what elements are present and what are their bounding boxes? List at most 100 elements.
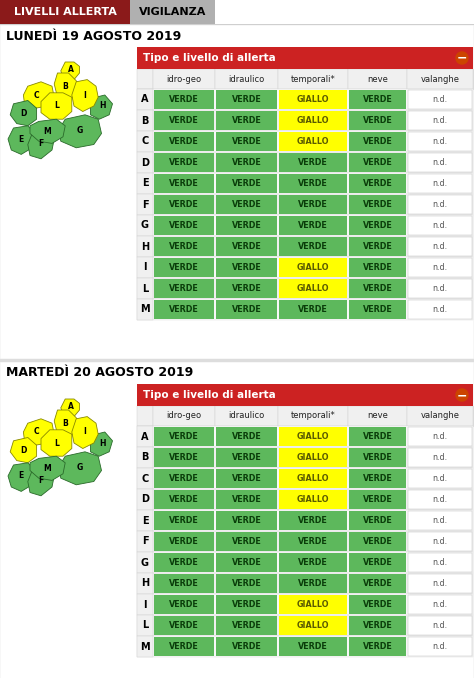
Bar: [154, 532, 214, 551]
Bar: [409, 279, 472, 298]
Bar: [217, 174, 277, 193]
Text: A: A: [68, 402, 73, 411]
Text: VERDE: VERDE: [169, 516, 199, 525]
Text: G: G: [76, 125, 82, 135]
Polygon shape: [23, 419, 54, 445]
Text: VERDE: VERDE: [363, 495, 392, 504]
Text: VERDE: VERDE: [363, 305, 392, 314]
Text: VERDE: VERDE: [232, 137, 262, 146]
Bar: [154, 637, 214, 656]
Bar: [137, 615, 153, 636]
Text: idro-geo: idro-geo: [167, 412, 202, 420]
Text: n.d.: n.d.: [433, 642, 448, 651]
Bar: [217, 532, 277, 551]
Bar: [349, 153, 406, 172]
Bar: [137, 573, 473, 594]
Bar: [154, 279, 214, 298]
Text: GIALLO: GIALLO: [297, 263, 329, 272]
Bar: [349, 279, 406, 298]
Text: n.d.: n.d.: [433, 474, 448, 483]
Text: GIALLO: GIALLO: [297, 284, 329, 293]
Bar: [154, 90, 214, 109]
Text: n.d.: n.d.: [433, 558, 448, 567]
Text: n.d.: n.d.: [433, 95, 448, 104]
Bar: [0, 47, 135, 359]
Bar: [409, 448, 472, 467]
Polygon shape: [23, 82, 54, 108]
Bar: [130, 0, 215, 24]
Text: VERDE: VERDE: [298, 558, 328, 567]
Text: n.d.: n.d.: [433, 221, 448, 230]
Bar: [279, 448, 347, 467]
Text: VERDE: VERDE: [169, 263, 199, 272]
Bar: [349, 532, 406, 551]
Bar: [137, 615, 473, 636]
Text: n.d.: n.d.: [433, 200, 448, 209]
Text: G: G: [141, 220, 149, 231]
Bar: [137, 173, 153, 194]
Polygon shape: [28, 467, 54, 496]
Bar: [349, 258, 406, 277]
Text: M: M: [140, 641, 150, 652]
Polygon shape: [72, 416, 98, 449]
Bar: [409, 111, 472, 130]
Bar: [0, 25, 474, 359]
Bar: [279, 427, 347, 446]
Bar: [409, 300, 472, 319]
Text: H: H: [141, 241, 149, 252]
Bar: [154, 153, 214, 172]
Text: H: H: [141, 578, 149, 589]
Bar: [217, 300, 277, 319]
Text: M: M: [44, 127, 52, 136]
Bar: [279, 132, 347, 151]
Polygon shape: [61, 399, 80, 419]
Bar: [137, 552, 473, 573]
Bar: [137, 69, 153, 89]
Text: E: E: [18, 471, 24, 481]
Bar: [154, 574, 214, 593]
Text: VERDE: VERDE: [363, 579, 392, 588]
Bar: [349, 216, 406, 235]
Text: VERDE: VERDE: [298, 179, 328, 188]
Bar: [215, 406, 278, 426]
Bar: [348, 69, 407, 89]
Text: C: C: [34, 90, 39, 100]
Text: VERDE: VERDE: [232, 305, 262, 314]
Bar: [217, 448, 277, 467]
Bar: [137, 257, 153, 278]
Bar: [349, 174, 406, 193]
Text: VERDE: VERDE: [169, 221, 199, 230]
Bar: [154, 195, 214, 214]
Bar: [349, 574, 406, 593]
Text: VERDE: VERDE: [169, 284, 199, 293]
Bar: [137, 215, 473, 236]
Bar: [349, 553, 406, 572]
Bar: [137, 152, 153, 173]
Bar: [137, 406, 473, 426]
Text: Tipo e livello di allerta: Tipo e livello di allerta: [143, 390, 276, 400]
Bar: [279, 174, 347, 193]
Text: VERDE: VERDE: [169, 558, 199, 567]
Text: F: F: [38, 139, 44, 148]
Polygon shape: [41, 93, 72, 119]
Bar: [279, 300, 347, 319]
Text: n.d.: n.d.: [433, 179, 448, 188]
Bar: [137, 510, 153, 531]
Text: VERDE: VERDE: [232, 537, 262, 546]
Text: n.d.: n.d.: [433, 158, 448, 167]
Bar: [154, 490, 214, 509]
Bar: [154, 237, 214, 256]
Text: neve: neve: [367, 412, 388, 420]
Bar: [409, 153, 472, 172]
Bar: [0, 359, 474, 362]
Text: VERDE: VERDE: [363, 95, 392, 104]
Text: L: L: [54, 439, 59, 447]
Bar: [154, 469, 214, 488]
Bar: [137, 47, 473, 69]
Text: G: G: [76, 462, 82, 472]
Text: VERDE: VERDE: [363, 263, 392, 272]
Bar: [217, 132, 277, 151]
Text: GIALLO: GIALLO: [297, 95, 329, 104]
Bar: [349, 511, 406, 530]
Bar: [409, 174, 472, 193]
